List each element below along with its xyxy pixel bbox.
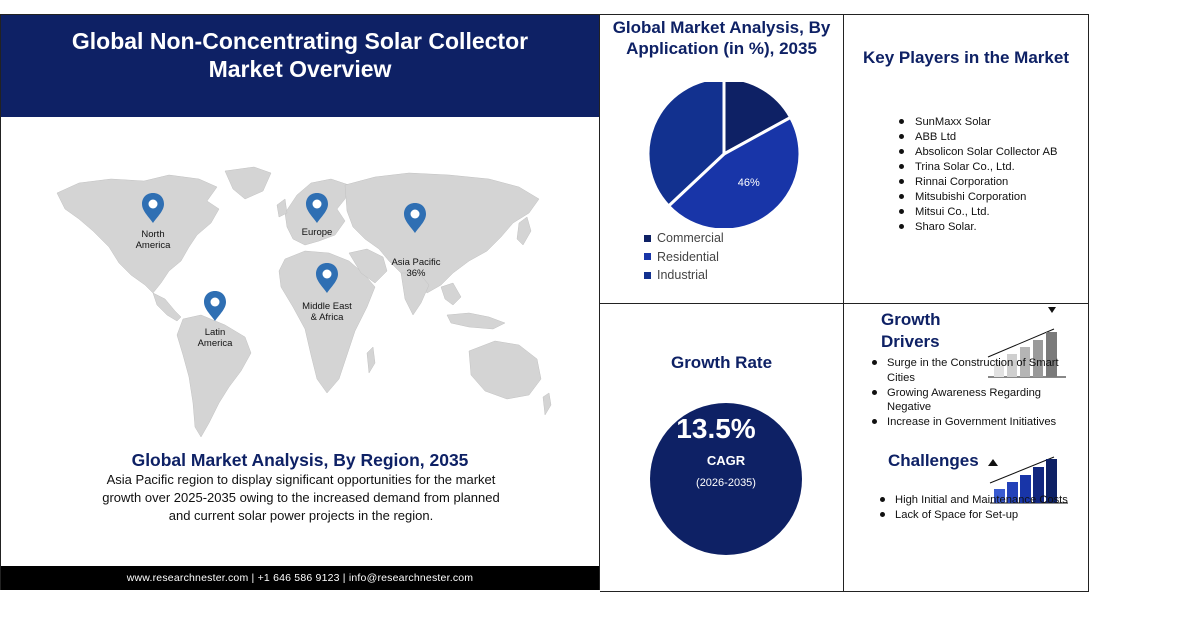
growth-drivers-title: Growth Drivers <box>881 310 941 351</box>
latin-america-pin-icon <box>204 291 226 321</box>
key-player-item: Mitsubishi Corporation <box>897 190 1057 205</box>
key-player-item: ABB Ltd <box>897 130 1057 145</box>
legend-swatch <box>644 271 651 279</box>
challenges-arrow-icon <box>988 459 998 466</box>
middle-east-africa-pin-icon <box>316 263 338 293</box>
challenges-title: Challenges <box>888 451 979 470</box>
north-america-pin-icon <box>142 193 164 223</box>
challenges-bar-chart-icon <box>989 456 1068 504</box>
analysis-grid: Global Market Analysis, By Application (… <box>600 14 1089 592</box>
growth-driver-item: Growing Awareness Regarding Negative <box>870 386 1070 416</box>
key-player-item: Absolicon Solar Collector AB <box>897 145 1057 160</box>
pie-data-label: 46% <box>738 177 760 189</box>
footer-text: www.researchnester.com | +1 646 586 9123… <box>126 572 474 584</box>
legend-item-residential: Residential <box>644 248 724 267</box>
legend-swatch <box>644 234 651 242</box>
pie-slice-commercial <box>722 82 793 157</box>
challenge-item: High Initial and Maintenance Costs <box>878 493 1078 508</box>
grid-divider-horizontal <box>600 303 1088 304</box>
legend-label: Industrial <box>657 268 708 283</box>
key-player-item: SunMaxx Solar <box>897 115 1057 130</box>
pie-slice-industrial <box>646 82 726 209</box>
middle-east-africa-label: Middle East & Africa <box>302 301 352 323</box>
key-players-title: Key Players in the Market <box>863 48 1069 67</box>
growth-bar-chart-icon <box>987 307 1066 378</box>
key-players-list: SunMaxx Solar ABB Ltd Absolicon Solar Coll… <box>897 115 1057 235</box>
cagr-label: CAGR <box>706 453 746 468</box>
pie-legend: Commercial Residential Industrial <box>644 229 724 285</box>
legend-item-industrial: Industrial <box>644 266 724 285</box>
footer-contact: www.researchnester.com | +1 646 586 9123… <box>1 566 599 590</box>
legend-label: Residential <box>657 249 719 264</box>
growth-driver-item: Surge in the Construction of Smart Citie… <box>870 356 1070 386</box>
region-analysis-text: Asia Pacific region to display significa… <box>102 472 500 523</box>
growth-driver-item: Increase in Government Initiatives <box>870 415 1070 430</box>
legend-label: Commercial <box>657 231 724 246</box>
asia-pacific-pin-icon <box>404 203 426 233</box>
cagr-value: 13.5% <box>676 413 756 444</box>
application-pie-chart: 46% <box>646 82 802 228</box>
key-player-item: Trina Solar Co., Ltd. <box>897 160 1057 175</box>
asia-pacific-label: Asia Pacific 36% <box>391 257 441 279</box>
growth-drivers-list: Surge in the Construction of Smart Citie… <box>870 356 1070 430</box>
growth-rate-title: Growth Rate <box>670 353 773 372</box>
region-analysis-title: Global Market Analysis, By Region, 2035 <box>131 450 469 470</box>
page-title: Global Non-Concentrating Solar Collector… <box>71 28 529 82</box>
cagr-period: (2026-2035) <box>696 477 756 489</box>
key-player-item: Mitsui Co., Ltd. <box>897 205 1057 220</box>
key-player-item: Sharo Solar. <box>897 220 1057 235</box>
pie-slice-residential <box>666 115 802 228</box>
cagr-circle: 13.5% CAGR (2026-2035) <box>650 403 802 555</box>
key-player-item: Rinnai Corporation <box>897 175 1057 190</box>
world-map <box>56 166 552 438</box>
application-chart-title: Global Market Analysis, By Application (… <box>612 18 831 58</box>
north-america-label: North America <box>135 229 171 251</box>
challenge-item: Lack of Space for Set-up <box>878 508 1078 523</box>
europe-label: Europe <box>301 227 333 238</box>
europe-pin-icon <box>306 193 328 223</box>
latin-america-label: Latin America <box>197 327 233 349</box>
legend-item-commercial: Commercial <box>644 229 724 248</box>
legend-swatch <box>644 253 651 261</box>
market-overview-panel: Global Non-Concentrating Solar Collector… <box>0 14 600 590</box>
challenges-list: High Initial and Maintenance Costs Lack o… <box>878 493 1078 523</box>
header-banner: Global Non-Concentrating Solar Collector… <box>1 15 599 117</box>
